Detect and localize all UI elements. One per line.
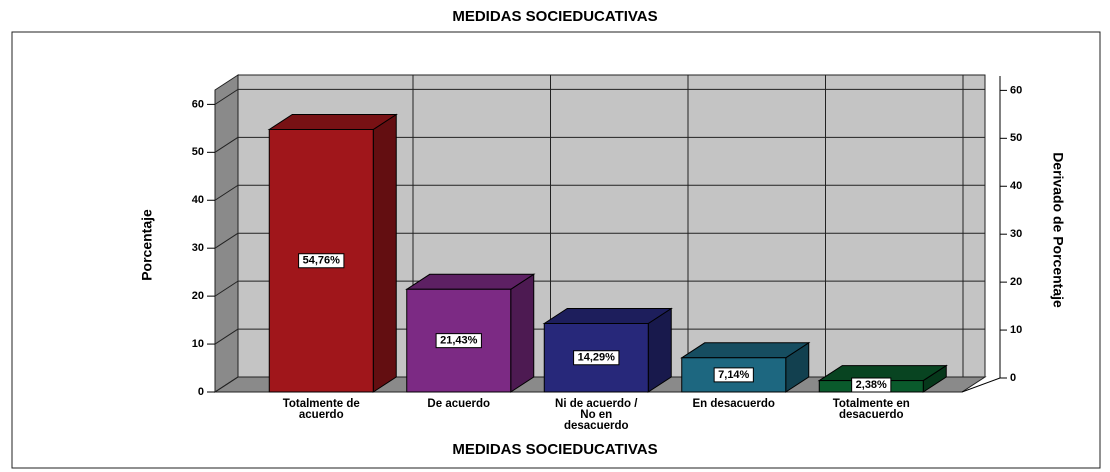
y-tick-label: 0 — [198, 386, 204, 398]
y-tick-label: 30 — [192, 242, 204, 254]
value-label-text: 21,43% — [440, 335, 478, 347]
bar-top — [542, 307, 673, 324]
value-label: 54,76% — [298, 253, 345, 269]
bar-side — [510, 273, 535, 393]
y2-tick-label: 20 — [1010, 276, 1022, 288]
bar-top — [267, 113, 398, 130]
value-label-text: 7,14% — [718, 369, 749, 381]
y-tick-label: 60 — [192, 98, 204, 110]
side-grid-line — [214, 184, 239, 201]
x-tick-label: Ni de acuerdo / No en desacuerdo — [555, 398, 638, 432]
y2-tick-label: 40 — [1010, 180, 1022, 192]
side-grid-line — [214, 136, 239, 153]
x-axis-title: MEDIDAS SOCIEDUCATIVAS — [452, 441, 657, 458]
x-tick-label: Totalmente de acuerdo — [282, 398, 360, 421]
value-label-box — [435, 333, 482, 349]
y2-tick-label: 0 — [1010, 372, 1016, 384]
value-label-text: 54,76% — [303, 255, 341, 267]
chart-title: MEDIDAS SOCIEDUCATIVAS — [452, 8, 657, 25]
side-wall — [214, 74, 239, 393]
value-label-text: 2,38% — [856, 379, 887, 391]
y2-tick-label: 50 — [1010, 132, 1022, 144]
value-label-box — [851, 377, 892, 393]
side-grid-line — [214, 232, 239, 249]
y2-tick-label: 10 — [1010, 324, 1022, 336]
x-tick-label: De acuerdo — [427, 398, 491, 410]
y2-tick-label: 60 — [1010, 84, 1022, 96]
bar-top — [405, 273, 536, 290]
y-tick-label: 50 — [192, 146, 204, 158]
bar-side — [372, 113, 397, 393]
value-label: 2,38% — [851, 377, 892, 393]
value-label-text: 14,29% — [578, 352, 616, 364]
value-label-box — [298, 253, 345, 269]
side-grid-line — [214, 376, 239, 393]
y-tick-label: 20 — [192, 290, 204, 302]
value-label-box — [573, 350, 620, 366]
y2-floor-edge — [961, 377, 1001, 393]
y-tick-label: 40 — [192, 194, 204, 206]
side-grid-line — [214, 328, 239, 345]
y2-axis-title: Derivado de Porcentaje — [1050, 152, 1066, 308]
bar-top — [680, 342, 811, 359]
value-label: 7,14% — [713, 367, 754, 383]
value-label-box — [713, 367, 754, 383]
value-label: 14,29% — [573, 350, 620, 366]
y-axis-title: Porcentaje — [139, 209, 155, 281]
value-label: 21,43% — [435, 333, 482, 349]
side-grid-line — [214, 88, 239, 105]
x-tick-label: En desacuerdo — [692, 398, 775, 410]
x-tick-label: Totalmente en desacuerdo — [832, 398, 910, 421]
y-tick-label: 10 — [192, 338, 204, 350]
y2-tick-label: 30 — [1010, 228, 1022, 240]
side-grid-line — [214, 280, 239, 297]
